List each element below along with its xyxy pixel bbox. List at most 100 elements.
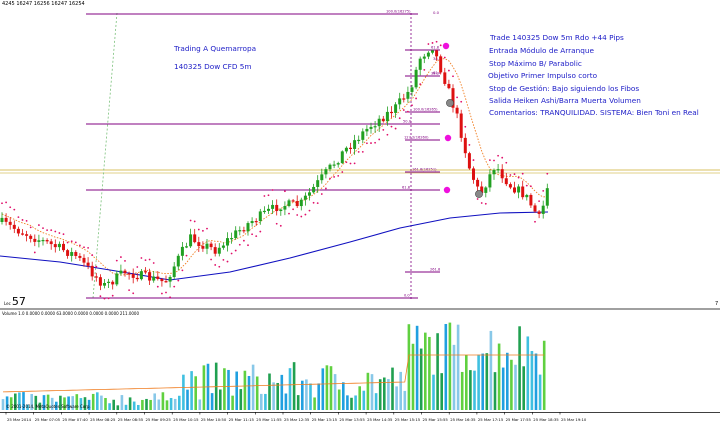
copyright-label: © 2001-2014, MetaQuotes Software Corp. xyxy=(6,404,91,409)
candle-body xyxy=(435,50,439,57)
trade-note-6: Salida Heiken Ashi/Barra Muerta Volumen xyxy=(489,96,641,105)
candle-body xyxy=(295,201,299,207)
volume-bar xyxy=(165,400,169,410)
sar-dot xyxy=(115,259,118,262)
volume-bar xyxy=(145,398,148,410)
sar-dot xyxy=(468,144,471,146)
candle-body xyxy=(394,104,398,113)
countdown-prefix: Lec xyxy=(4,301,11,306)
sar-dot xyxy=(435,40,438,43)
volume-bar xyxy=(5,396,9,410)
volume-bar xyxy=(522,366,525,410)
bar-countdown: Lec57 xyxy=(4,296,26,309)
sar-dot xyxy=(193,220,196,223)
volume-bar xyxy=(317,383,320,410)
volume-bar xyxy=(354,395,357,410)
candle-body xyxy=(246,223,250,232)
sar-dot xyxy=(476,198,479,200)
sar-dot xyxy=(374,141,376,144)
time-label: 25 Mar 19:10 xyxy=(561,417,587,422)
candle-body xyxy=(0,217,4,222)
volume-bar xyxy=(342,382,345,410)
sar-dot xyxy=(259,230,262,233)
volume-bar xyxy=(452,344,456,410)
sar-dot xyxy=(156,285,159,288)
candle-body xyxy=(127,273,131,275)
chart-title-note: Trading A Quemarropa xyxy=(174,44,257,53)
candle-body xyxy=(267,208,270,211)
candle-body xyxy=(496,169,500,171)
candle-body xyxy=(29,235,33,239)
sar-dot xyxy=(423,68,426,71)
sar-dot xyxy=(189,219,192,222)
candle-body xyxy=(443,72,447,84)
volume-bar xyxy=(18,392,21,410)
candle-body xyxy=(119,270,123,274)
candle-body xyxy=(238,230,242,232)
volume-bar xyxy=(497,343,501,410)
volume-bar xyxy=(440,373,443,410)
sar-dot xyxy=(489,159,491,162)
candle-body xyxy=(344,147,348,152)
sar-dot xyxy=(62,233,65,236)
trade-note-4: Objetivo Primer Impulso corto xyxy=(488,71,598,80)
volume-bar xyxy=(124,404,128,410)
time-label: 25 Mar 08:55 xyxy=(118,417,144,422)
sar-dot xyxy=(542,189,545,192)
volume-bar xyxy=(264,393,267,410)
candle-body xyxy=(168,277,172,282)
candle-body xyxy=(291,200,295,202)
volume-bar xyxy=(169,397,173,410)
candle-body xyxy=(205,243,209,249)
candle-body xyxy=(221,245,225,248)
time-label: 25 Mar 07:40 xyxy=(62,417,88,422)
candle-body xyxy=(45,240,49,242)
sar-dot xyxy=(521,172,524,175)
sar-dot xyxy=(292,208,294,211)
volume-average-line xyxy=(2,354,545,393)
sar-dot xyxy=(50,229,53,232)
sar-dot xyxy=(448,69,450,72)
volume-bar xyxy=(178,395,181,410)
volume-bar xyxy=(514,364,517,410)
candle-body xyxy=(521,186,525,198)
sar-dot xyxy=(234,249,237,252)
volume-bar xyxy=(395,386,398,410)
sar-dot xyxy=(197,228,200,231)
candle-body xyxy=(123,270,127,274)
candle-body xyxy=(230,238,234,240)
fib-level-label: 50.0 xyxy=(403,120,412,124)
volume-bar xyxy=(96,392,99,410)
volume-bar xyxy=(399,371,402,410)
volume-bar xyxy=(436,333,439,410)
volume-bar xyxy=(231,395,234,410)
candle-body xyxy=(402,98,406,100)
candle-body xyxy=(242,230,246,232)
candle-body xyxy=(418,58,422,70)
volume-bar xyxy=(292,362,296,410)
candle-body xyxy=(431,50,434,53)
sar-dot xyxy=(525,184,528,187)
price-chart[interactable]: 100.0(16275)61.838.2100.0(16265)50.0127.… xyxy=(0,0,720,310)
candle-body xyxy=(308,192,311,196)
volume-bar xyxy=(489,330,493,410)
sar-dot xyxy=(407,110,409,113)
sar-dot xyxy=(103,297,106,300)
volume-bar xyxy=(210,393,214,410)
candle-body xyxy=(152,276,156,281)
sar-dot xyxy=(107,297,110,300)
sar-dot xyxy=(144,259,147,261)
sar-dot xyxy=(304,213,307,216)
volume-bar xyxy=(22,392,25,410)
volume-bar xyxy=(26,404,29,410)
sar-dot xyxy=(181,269,184,272)
fibonacci-retracement[interactable]: 100.0(16275)61.838.2100.0(16265)50.0127.… xyxy=(86,10,442,299)
sar-dot xyxy=(464,125,467,128)
volume-bar xyxy=(137,404,140,410)
volume-panel[interactable] xyxy=(0,310,720,414)
volume-bar xyxy=(403,390,407,410)
sar-dot xyxy=(95,265,98,268)
fib-level-label: 61.8 xyxy=(431,46,440,50)
candle-body xyxy=(82,257,86,263)
sar-dot xyxy=(316,202,319,205)
